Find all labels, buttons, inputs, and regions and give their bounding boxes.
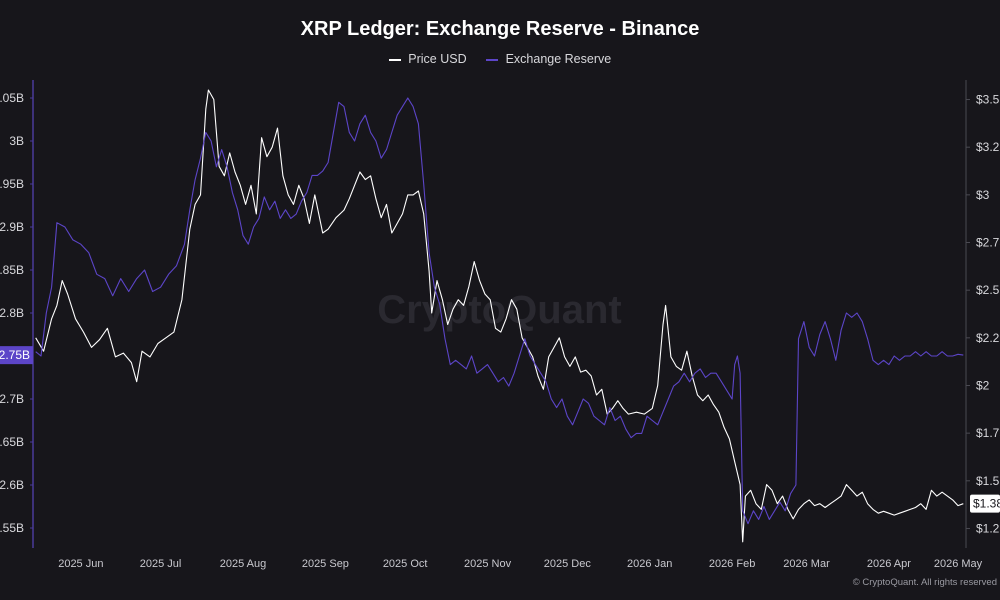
current-price-badge [970,494,1000,513]
x-tick-label: 2026 Jan [627,558,672,570]
left-tick-label: 2.55B [0,521,24,535]
copyright-footer: © CryptoQuant. All rights reserved [852,577,997,588]
left-tick-label: 2.9B [0,220,24,234]
right-tick-label: $2 [976,378,990,392]
left-tick-label: 2.6B [0,478,24,492]
current-price-label: $1.38 [973,497,1000,511]
x-tick-label: 2025 Oct [383,558,428,570]
legend-label-reserve: Exchange Reserve [505,52,612,66]
legend-label-price: Price USD [408,52,467,66]
right-tick-label: $2.5 [976,283,1000,297]
x-tick-label: 2025 Dec [544,558,592,570]
x-tick-label: 2025 Jun [58,558,103,570]
current-reserve-label: 2.75B [0,348,30,362]
right-tick-label: $1.5 [976,474,1000,488]
x-tick-label: 2026 Mar [783,558,830,570]
left-tick-label: 2.65B [0,435,24,449]
right-tick-label: $2.75 [976,236,1000,250]
right-tick-label: $1.25 [976,521,1000,535]
left-tick-label: 2.8B [0,306,24,320]
watermark-logo: CryptoQuant [377,288,621,332]
right-tick-label: $2.25 [976,331,1000,345]
legend-item-reserve[interactable]: Exchange Reserve [486,52,611,66]
left-tick-label: 2.95B [0,177,24,191]
exchange-reserve-line[interactable] [35,97,964,525]
left-tick-label: 2.7B [0,392,24,406]
left-tick-label: 2.85B [0,263,24,277]
right-tick-label: $3.5 [976,93,1000,107]
legend-swatch-reserve [486,58,499,61]
right-tick-label: $1.75 [976,426,1000,440]
x-tick-label: 2026 May [934,558,983,570]
chart-title: XRP Ledger: Exchange Reserve - Binance [300,18,700,40]
x-tick-label: 2026 Apr [867,558,911,570]
legend-swatch-price [388,58,401,61]
right-tick-label: $3.25 [976,140,1000,154]
chart-legend: Price USD Exchange Reserve [0,52,1000,66]
legend-item-price[interactable]: Price USD [388,52,467,66]
left-tick-label: 3B [9,134,24,148]
x-tick-label: 2025 Jul [140,558,182,570]
right-tick-label: $3 [976,188,990,202]
price-usd-line[interactable] [35,89,964,543]
x-tick-label: 2026 Feb [709,558,755,570]
x-tick-label: 2025 Aug [220,558,267,570]
left-tick-label: 3.05B [0,91,24,105]
current-reserve-badge [0,346,33,365]
x-tick-label: 2025 Nov [464,558,512,570]
x-tick-label: 2025 Sep [302,558,349,570]
